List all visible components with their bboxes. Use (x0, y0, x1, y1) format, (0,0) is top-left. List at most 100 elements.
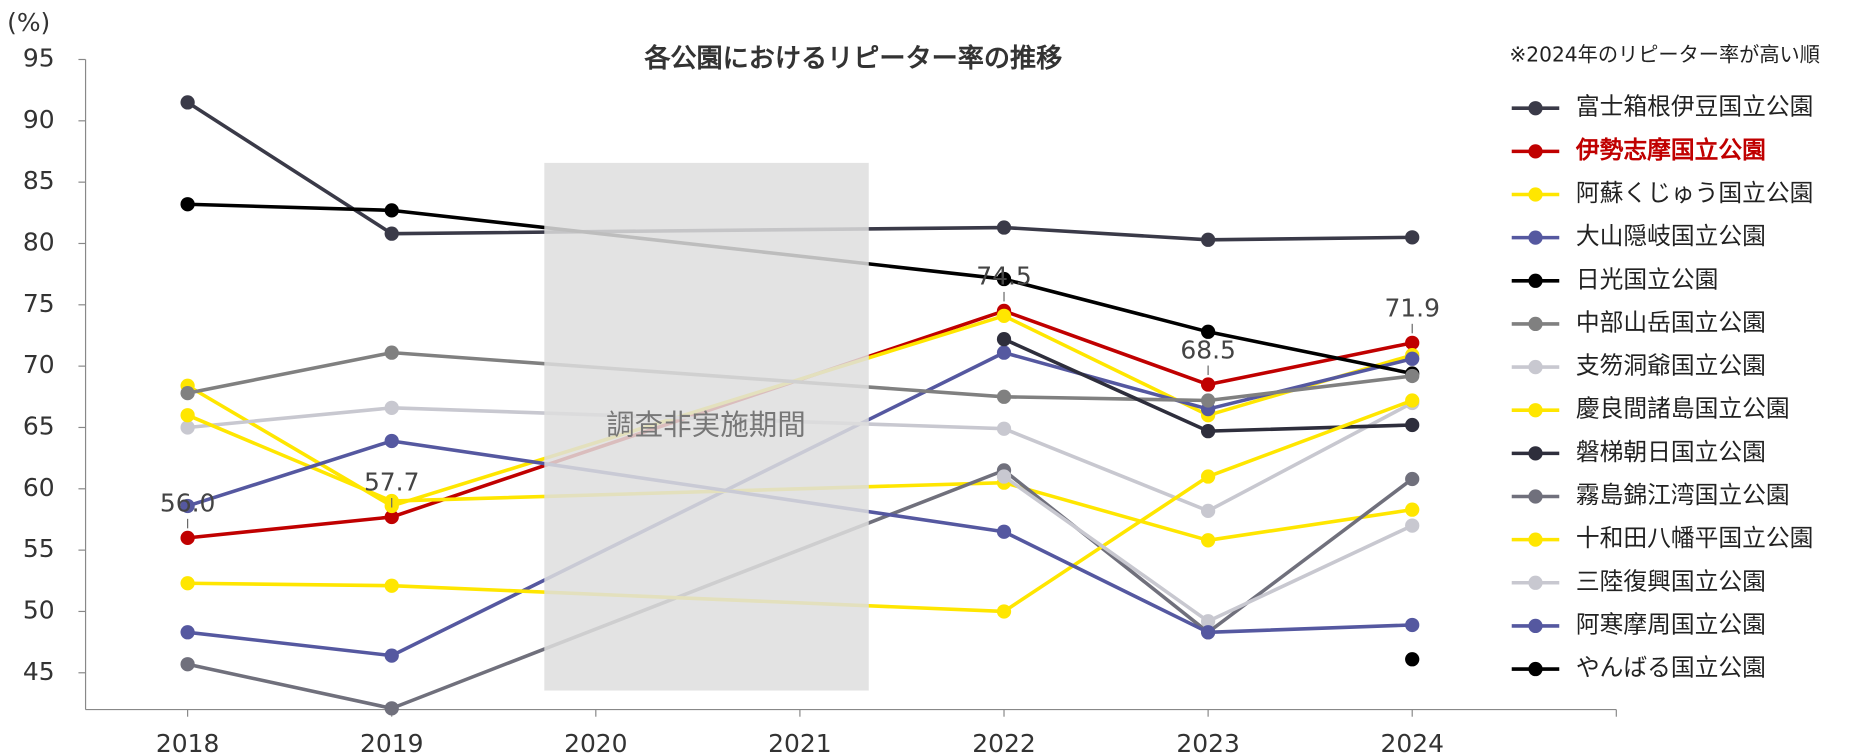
y-tick-label: 90 (23, 105, 55, 134)
data-point (384, 648, 399, 663)
data-point (180, 498, 195, 514)
data-point (384, 433, 399, 449)
y-tick-label: 60 (23, 473, 55, 502)
y-tick-label: 85 (23, 166, 55, 195)
legend-label: やんばる国立公園 (1576, 654, 1766, 682)
data-point (996, 389, 1012, 404)
y-tick-label: 50 (23, 595, 55, 624)
data-point (384, 509, 399, 525)
x-tick-label: 2018 (156, 729, 219, 756)
data-point (180, 576, 195, 591)
data-point (1405, 652, 1420, 667)
legend-marker (1528, 403, 1543, 418)
legend-label: 阿寒摩周国立公園 (1576, 610, 1766, 638)
data-point (1405, 230, 1420, 245)
y-tick-label: 70 (23, 350, 55, 379)
y-tick-label: 55 (23, 534, 55, 563)
x-tick-label: 2024 (1380, 729, 1443, 756)
legend-marker (1528, 187, 1543, 202)
data-point (996, 332, 1012, 347)
legend-label: 霧島錦江湾国立公園 (1576, 481, 1790, 509)
legend-label: 三陸復興国立公園 (1576, 567, 1766, 595)
y-tick-label: 75 (23, 289, 55, 318)
legend-label: 阿蘇くじゅう国立公園 (1576, 179, 1814, 207)
legend-marker (1528, 359, 1543, 375)
data-point (1200, 533, 1216, 548)
y-tick-label: 65 (23, 411, 55, 440)
data-point (180, 197, 195, 212)
data-point (384, 400, 399, 415)
x-tick-label: 2023 (1176, 729, 1239, 756)
y-tick-label: 80 (23, 227, 55, 256)
annotation: 調査非実施期間 (606, 409, 806, 442)
data-point (1200, 469, 1216, 484)
x-tick-label: 2019 (360, 729, 423, 756)
data-point (996, 345, 1012, 360)
data-point (180, 408, 195, 423)
data-point (1405, 368, 1420, 384)
data-point (180, 95, 195, 110)
data-label: 57.7 (364, 468, 420, 497)
data-point (1200, 393, 1216, 408)
data-label: 74.5 (976, 262, 1032, 291)
legend-label: 伊勢志摩国立公園 (1575, 136, 1766, 164)
data-point (1405, 335, 1420, 350)
data-point (1405, 617, 1420, 633)
data-point (180, 420, 195, 435)
legend-marker (1528, 618, 1543, 634)
legend-label: 十和田八幡平国立公園 (1576, 524, 1814, 552)
y-tick-label: 45 (23, 657, 55, 686)
legend-marker (1528, 661, 1543, 677)
legend-label: 日光国立公園 (1576, 265, 1719, 293)
data-point (384, 701, 399, 716)
legend-marker (1528, 575, 1543, 590)
data-point (996, 220, 1012, 235)
data-point (180, 657, 195, 672)
data-point (1405, 417, 1420, 433)
data-label: 71.9 (1384, 294, 1440, 323)
legend-label: 大山隠岐国立公園 (1576, 222, 1766, 250)
legend-label: 磐梯朝日国立公園 (1576, 438, 1766, 466)
data-point (1200, 324, 1216, 339)
x-tick-label: 2021 (768, 729, 831, 756)
data-point (1405, 518, 1420, 533)
data-point (180, 530, 195, 545)
data-point (384, 578, 399, 593)
data-point (996, 604, 1012, 619)
data-point (1200, 625, 1216, 640)
data-point (384, 203, 399, 218)
legend-marker (1528, 446, 1543, 461)
data-point (1200, 377, 1216, 392)
y-tick-label: 95 (23, 43, 55, 72)
data-point (996, 469, 1012, 484)
legend-marker (1528, 230, 1543, 245)
legend-marker (1528, 273, 1543, 288)
legend-label: 慶良間諸島国立公園 (1576, 395, 1790, 423)
legend-marker (1528, 532, 1543, 547)
data-point (1200, 424, 1216, 439)
data-point (1405, 502, 1420, 517)
data-point (1405, 471, 1420, 487)
legend-label: 中部山岳国立公園 (1576, 308, 1766, 336)
data-point (1405, 351, 1420, 366)
data-point (1200, 503, 1216, 519)
legend-marker (1528, 316, 1543, 332)
chart-title: 各公園におけるリピーター率の推移 (643, 43, 1062, 74)
data-point (1200, 614, 1216, 629)
data-point (180, 385, 195, 401)
legend-label: 支笏洞爺国立公園 (1576, 352, 1766, 380)
data-point (180, 625, 195, 640)
annotation-box (544, 162, 869, 691)
data-point (996, 271, 1012, 287)
x-tick-label: 2020 (564, 729, 627, 756)
legend-note: ※2024年のリピーター率が高い順 (1509, 42, 1820, 66)
data-point (996, 524, 1012, 539)
data-point (996, 421, 1012, 436)
legend-marker (1528, 489, 1543, 504)
data-point (996, 308, 1012, 323)
data-point (384, 226, 399, 241)
legend-marker (1528, 144, 1543, 159)
legend-marker (1528, 101, 1543, 116)
data-label: 56.0 (160, 489, 216, 518)
